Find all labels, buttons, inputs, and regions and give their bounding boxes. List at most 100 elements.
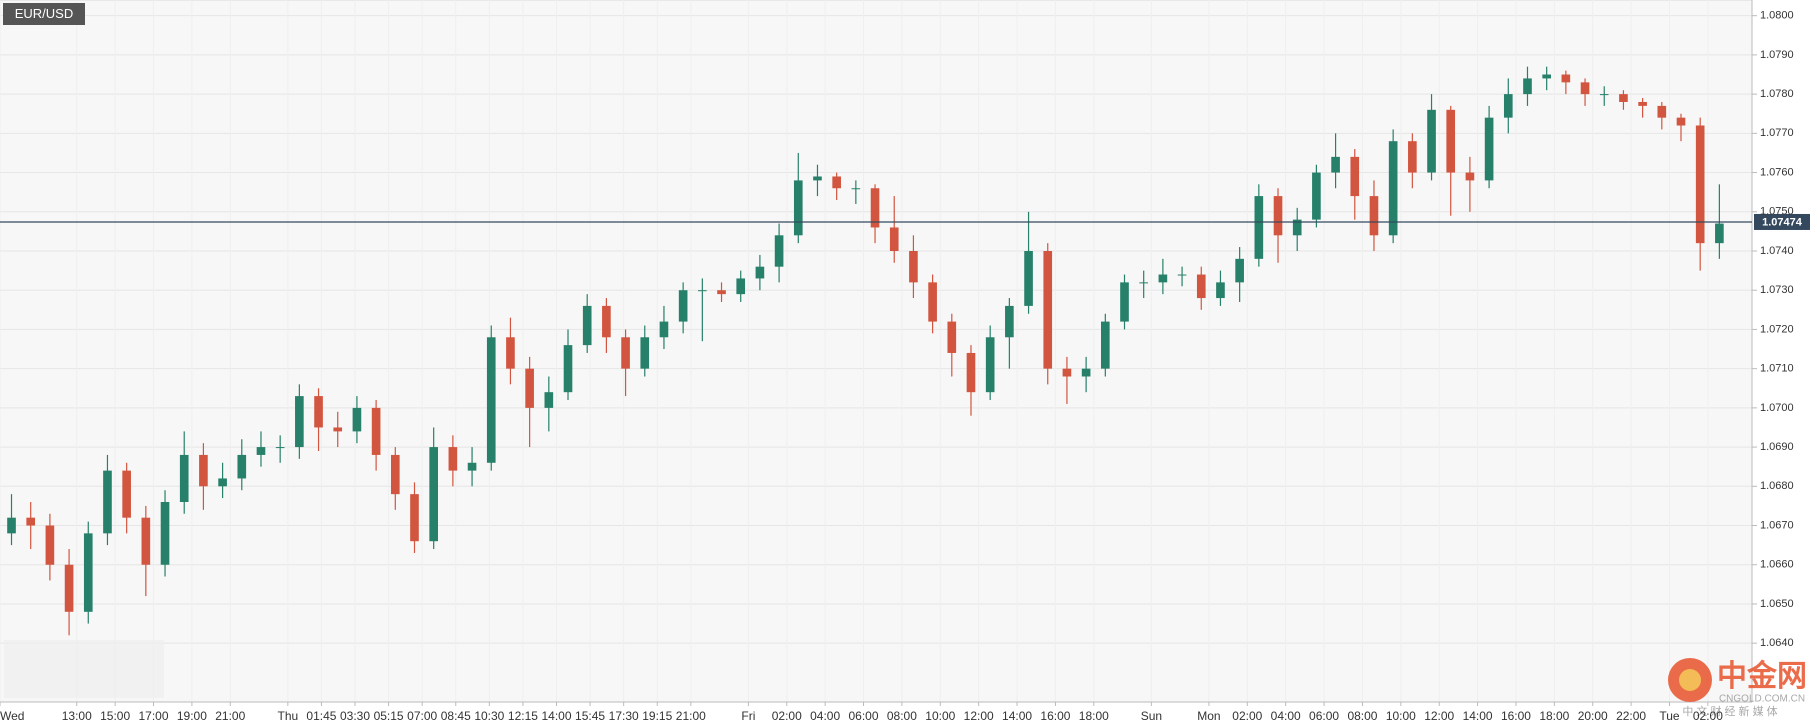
logo-site: CNGOLD.COM.CN <box>1719 694 1805 705</box>
candle-body <box>1676 117 1686 126</box>
candle-body <box>295 396 304 448</box>
candle-body <box>889 227 899 251</box>
candle-body <box>755 266 765 279</box>
candle-body <box>1657 105 1667 118</box>
x-tick-label: Mon <box>1197 709 1220 723</box>
candle-body <box>1408 141 1417 173</box>
x-tick-label: 02:00 <box>1232 709 1262 723</box>
candle-body <box>1292 219 1302 236</box>
y-tick-label: 1.0660 <box>1760 559 1794 571</box>
x-tick-label: 10:00 <box>925 709 955 723</box>
candle-body <box>26 517 36 526</box>
x-tick-label: 01:45 <box>306 709 336 723</box>
candle-body <box>813 176 822 181</box>
candle-body <box>1465 172 1475 181</box>
candle-body <box>1599 94 1609 96</box>
candle-body <box>103 470 112 534</box>
candle-body <box>1005 305 1014 338</box>
candle-body <box>1580 82 1590 95</box>
candle-body <box>928 282 937 322</box>
candle-body <box>371 407 381 455</box>
candle-body <box>1561 74 1571 83</box>
x-tick-label: 13:00 <box>62 709 92 723</box>
x-tick-label: 03:30 <box>340 709 370 723</box>
logo-text: 中金网 <box>1717 659 1807 693</box>
chart-title: EUR/USD <box>15 6 74 21</box>
x-tick-label: Wed <box>0 709 24 723</box>
y-tick-label: 1.0720 <box>1760 323 1794 335</box>
candle-body <box>1427 109 1436 173</box>
y-tick-label: 1.0710 <box>1760 363 1794 375</box>
logo-slogan: 中 文 财 经 新 媒 体 <box>1682 704 1777 718</box>
candle-body <box>1542 74 1551 79</box>
candle-body <box>1216 282 1225 299</box>
candle-body <box>390 454 400 495</box>
candle-body <box>352 407 362 432</box>
candle-body <box>333 427 343 432</box>
x-tick-label: 17:00 <box>139 709 169 723</box>
candle-body <box>1619 94 1628 102</box>
candle-body <box>218 478 227 487</box>
y-tick-label: 1.0690 <box>1760 441 1794 453</box>
candle-body <box>314 396 323 428</box>
x-tick-label: 08:00 <box>1347 709 1377 723</box>
candle-body <box>199 454 208 487</box>
last-price-label: 1.07474 <box>1762 216 1803 228</box>
x-tick-label: 20:00 <box>1578 709 1608 723</box>
plot-area <box>0 0 1753 703</box>
x-tick-label: 10:00 <box>1386 709 1416 723</box>
candle-body <box>525 368 534 408</box>
candle-body <box>1523 78 1532 95</box>
candle-body <box>83 533 93 612</box>
candle-body <box>602 305 611 338</box>
candle-body <box>1695 125 1705 244</box>
candle-body <box>870 188 880 228</box>
candle-body <box>909 250 918 283</box>
x-tick-label: 12:00 <box>1424 709 1454 723</box>
x-tick-label: 19:15 <box>642 709 672 723</box>
y-tick-label: 1.0790 <box>1760 49 1794 61</box>
candle-body <box>237 454 247 479</box>
candle-body <box>256 447 266 455</box>
x-tick-label: Tue <box>1659 709 1680 723</box>
candle-body <box>1062 368 1072 377</box>
x-tick-label: 17:30 <box>609 709 639 723</box>
x-tick-label: 16:00 <box>1040 709 1070 723</box>
candle-body <box>160 501 170 565</box>
candle-body <box>64 564 74 612</box>
candle-body <box>698 290 707 292</box>
x-tick-label: 15:00 <box>100 709 130 723</box>
candle-body <box>985 337 995 393</box>
candle-body <box>1715 223 1724 244</box>
candle-body <box>141 517 151 565</box>
grid <box>0 15 1752 644</box>
candle-body <box>640 337 650 369</box>
candle-body <box>179 454 189 502</box>
x-tick-label: 04:00 <box>1271 709 1301 723</box>
candle-body <box>1100 321 1110 369</box>
candle-body <box>448 447 458 471</box>
y-tick-label: 1.0650 <box>1760 598 1794 610</box>
candle-body <box>793 180 803 236</box>
y-tick-label: 1.0770 <box>1760 127 1794 139</box>
overlay: 1.07474 <box>0 213 1810 230</box>
candle-body <box>1158 274 1168 283</box>
candle-body <box>678 290 688 322</box>
y-tick-label: 1.0760 <box>1760 166 1794 178</box>
x-tick-label: 19:00 <box>177 709 207 723</box>
x-tick-label: 18:00 <box>1079 709 1109 723</box>
x-tick-label: 18:00 <box>1539 709 1569 723</box>
x-tick-label: 21:00 <box>676 709 706 723</box>
candle-body <box>621 337 630 369</box>
x-tick-label: Sun <box>1141 709 1162 723</box>
candle-body <box>1503 94 1513 118</box>
candle-body <box>1235 258 1244 283</box>
candle-body <box>7 517 16 534</box>
blur-box <box>4 640 164 698</box>
last-price-box <box>1754 213 1810 230</box>
x-tick-label: 15:45 <box>575 709 605 723</box>
y-tick-label: 1.0800 <box>1760 10 1794 22</box>
candle-body <box>1638 101 1647 106</box>
candle-body <box>736 278 746 295</box>
candle-body <box>832 176 841 189</box>
